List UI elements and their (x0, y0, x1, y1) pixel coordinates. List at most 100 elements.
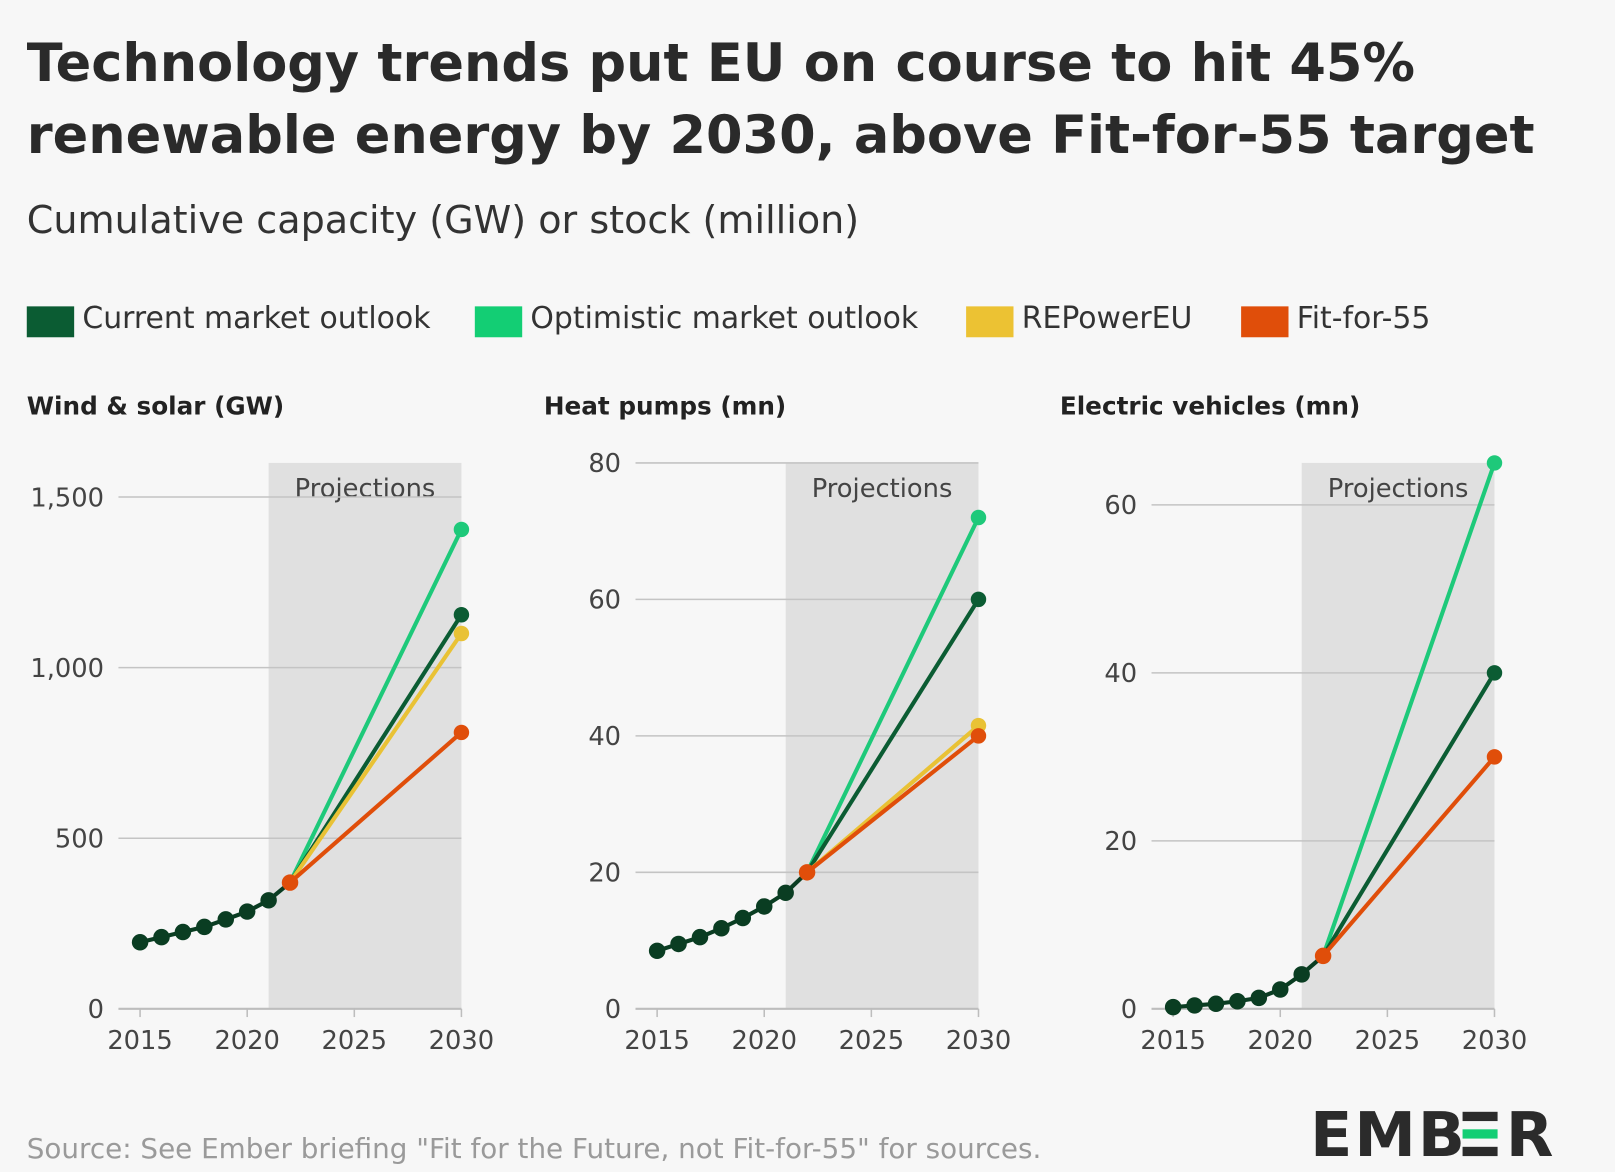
source-note: Source: See Ember briefing "Fit for the … (27, 1132, 1042, 1165)
legend: Current market outlook Optimistic market … (26, 301, 1431, 338)
historical-point (131, 934, 149, 951)
x-tick-label: 2025 (1355, 1026, 1421, 1056)
series-point-fit_for_55 (970, 728, 987, 744)
series-point-optimistic (453, 521, 470, 538)
y-tick-label: 20 (1104, 827, 1137, 857)
subtitle: Cumulative capacity (GW) or stock (milli… (27, 198, 859, 242)
legend-item-current: Current market outlook (26, 301, 431, 338)
charts: Wind & solar (GW) Projections 0 500 1,000 1,5… (27, 392, 1527, 1056)
historical-point (713, 920, 730, 937)
panel-title: Wind & solar (GW) (27, 392, 284, 421)
x-tick-label: 2030 (1462, 1026, 1528, 1056)
y-tick-label: 40 (1104, 659, 1137, 689)
historical-point (153, 928, 170, 946)
historical-point (1186, 997, 1203, 1014)
legend-item-optimistic: Optimistic market outlook (474, 301, 919, 338)
title-line-1: Technology trends put EU on course to hi… (27, 33, 1415, 94)
title-line-2: renewable energy by 2030, above Fit-for-… (27, 105, 1535, 166)
series-line-current (1321, 671, 1497, 957)
logo-text-emb: EMB (1310, 1099, 1467, 1171)
historical-point (756, 898, 773, 915)
logo-e-bottom (1462, 1146, 1498, 1157)
series-point-current (970, 591, 987, 608)
series-point-optimistic (1486, 455, 1503, 471)
panel-1: Heat pumps (mn) Projections 0 20 40 60 80 2015 2… (544, 392, 1011, 1056)
logo-text-r: R (1506, 1099, 1556, 1171)
legend-item-fit_for_55: Fit-for-55 (1241, 301, 1431, 338)
x-tick-label: 2015 (624, 1026, 690, 1056)
series-line-optimistic (288, 528, 464, 884)
series-point-current (1486, 665, 1503, 681)
y-tick-label: 60 (1104, 491, 1137, 521)
legend-item-repowereu: REPowerEU (966, 301, 1192, 338)
historical-point (1207, 995, 1225, 1013)
legend-label-optimistic: Optimistic market outlook (530, 301, 919, 336)
series-line-repowereu (288, 632, 464, 884)
y-tick-label: 0 (88, 995, 104, 1025)
legend-label-fit_for_55: Fit-for-55 (1297, 301, 1431, 336)
y-tick-label: 80 (588, 449, 621, 479)
historical-point (648, 942, 666, 960)
projection-label: Projections (812, 474, 953, 504)
historical-point (1229, 993, 1246, 1010)
historical-point (174, 923, 192, 941)
historical-point (777, 884, 794, 902)
historical-point (1164, 998, 1182, 1016)
historical-point (670, 935, 687, 953)
historical-point (260, 892, 277, 909)
panel-title: Heat pumps (mn) (544, 392, 786, 421)
x-tick-label: 2020 (731, 1026, 797, 1056)
historical-point (1272, 981, 1289, 998)
x-tick-label: 2015 (107, 1026, 173, 1056)
x-tick-label: 2025 (839, 1026, 905, 1056)
x-tick-label: 2020 (214, 1026, 280, 1056)
x-tick-label: 2020 (1248, 1026, 1314, 1056)
historical-point (1293, 966, 1310, 983)
y-tick-label: 1,500 (30, 483, 104, 513)
series-point-repowereu (453, 625, 470, 642)
panel-2: Electric vehicles (mn) Projections 0 20 40 60… (1060, 392, 1527, 1056)
projection-label: Projections (1328, 474, 1469, 504)
legend-swatch-current (26, 306, 75, 338)
panel-title: Electric vehicles (mn) (1060, 392, 1360, 421)
legend-swatch-fit_for_55 (1241, 306, 1289, 338)
logo-e-top (1462, 1111, 1498, 1122)
y-tick-label: 40 (588, 722, 621, 752)
y-tick-label: 1,000 (30, 654, 104, 684)
ember-logo: EMB R (1310, 1099, 1556, 1171)
series-point-optimistic (970, 509, 987, 526)
legend-swatch-optimistic (474, 306, 523, 338)
historical-point (217, 911, 235, 928)
series-line-fit_for_55 (805, 734, 980, 874)
panel-0: Wind & solar (GW) Projections 0 500 1,000 1,5… (27, 392, 494, 1056)
base-point-2022 (281, 874, 299, 891)
series-line-fit_for_55 (1321, 755, 1497, 958)
y-tick-label: 60 (588, 586, 621, 616)
series-point-fit_for_55 (453, 724, 470, 741)
series-line-optimistic (1321, 462, 1497, 957)
series-line-optimistic (805, 516, 981, 874)
series-point-fit_for_55 (1486, 749, 1503, 765)
legend-label-current: Current market outlook (82, 301, 431, 336)
logo-e-middle (1462, 1129, 1498, 1139)
historical-point (1250, 989, 1268, 1007)
y-tick-label: 500 (55, 824, 104, 854)
historical-point (734, 909, 752, 927)
x-tick-label: 2030 (429, 1026, 495, 1056)
legend-swatch-repowereu (966, 306, 1014, 338)
x-tick-label: 2030 (946, 1026, 1012, 1056)
historical-point (691, 928, 709, 946)
series-line-current (805, 598, 981, 874)
historical-point (238, 903, 256, 920)
y-tick-label: 0 (1121, 995, 1137, 1025)
series-point-current (453, 607, 470, 623)
x-tick-label: 2015 (1140, 1026, 1206, 1056)
projection-shade (268, 462, 462, 1009)
base-point-2022 (798, 864, 816, 881)
x-tick-label: 2025 (322, 1026, 388, 1056)
y-tick-label: 0 (605, 995, 621, 1025)
projection-label: Projections (295, 474, 436, 504)
historical-point (196, 918, 213, 936)
series-line-fit_for_55 (288, 730, 463, 885)
